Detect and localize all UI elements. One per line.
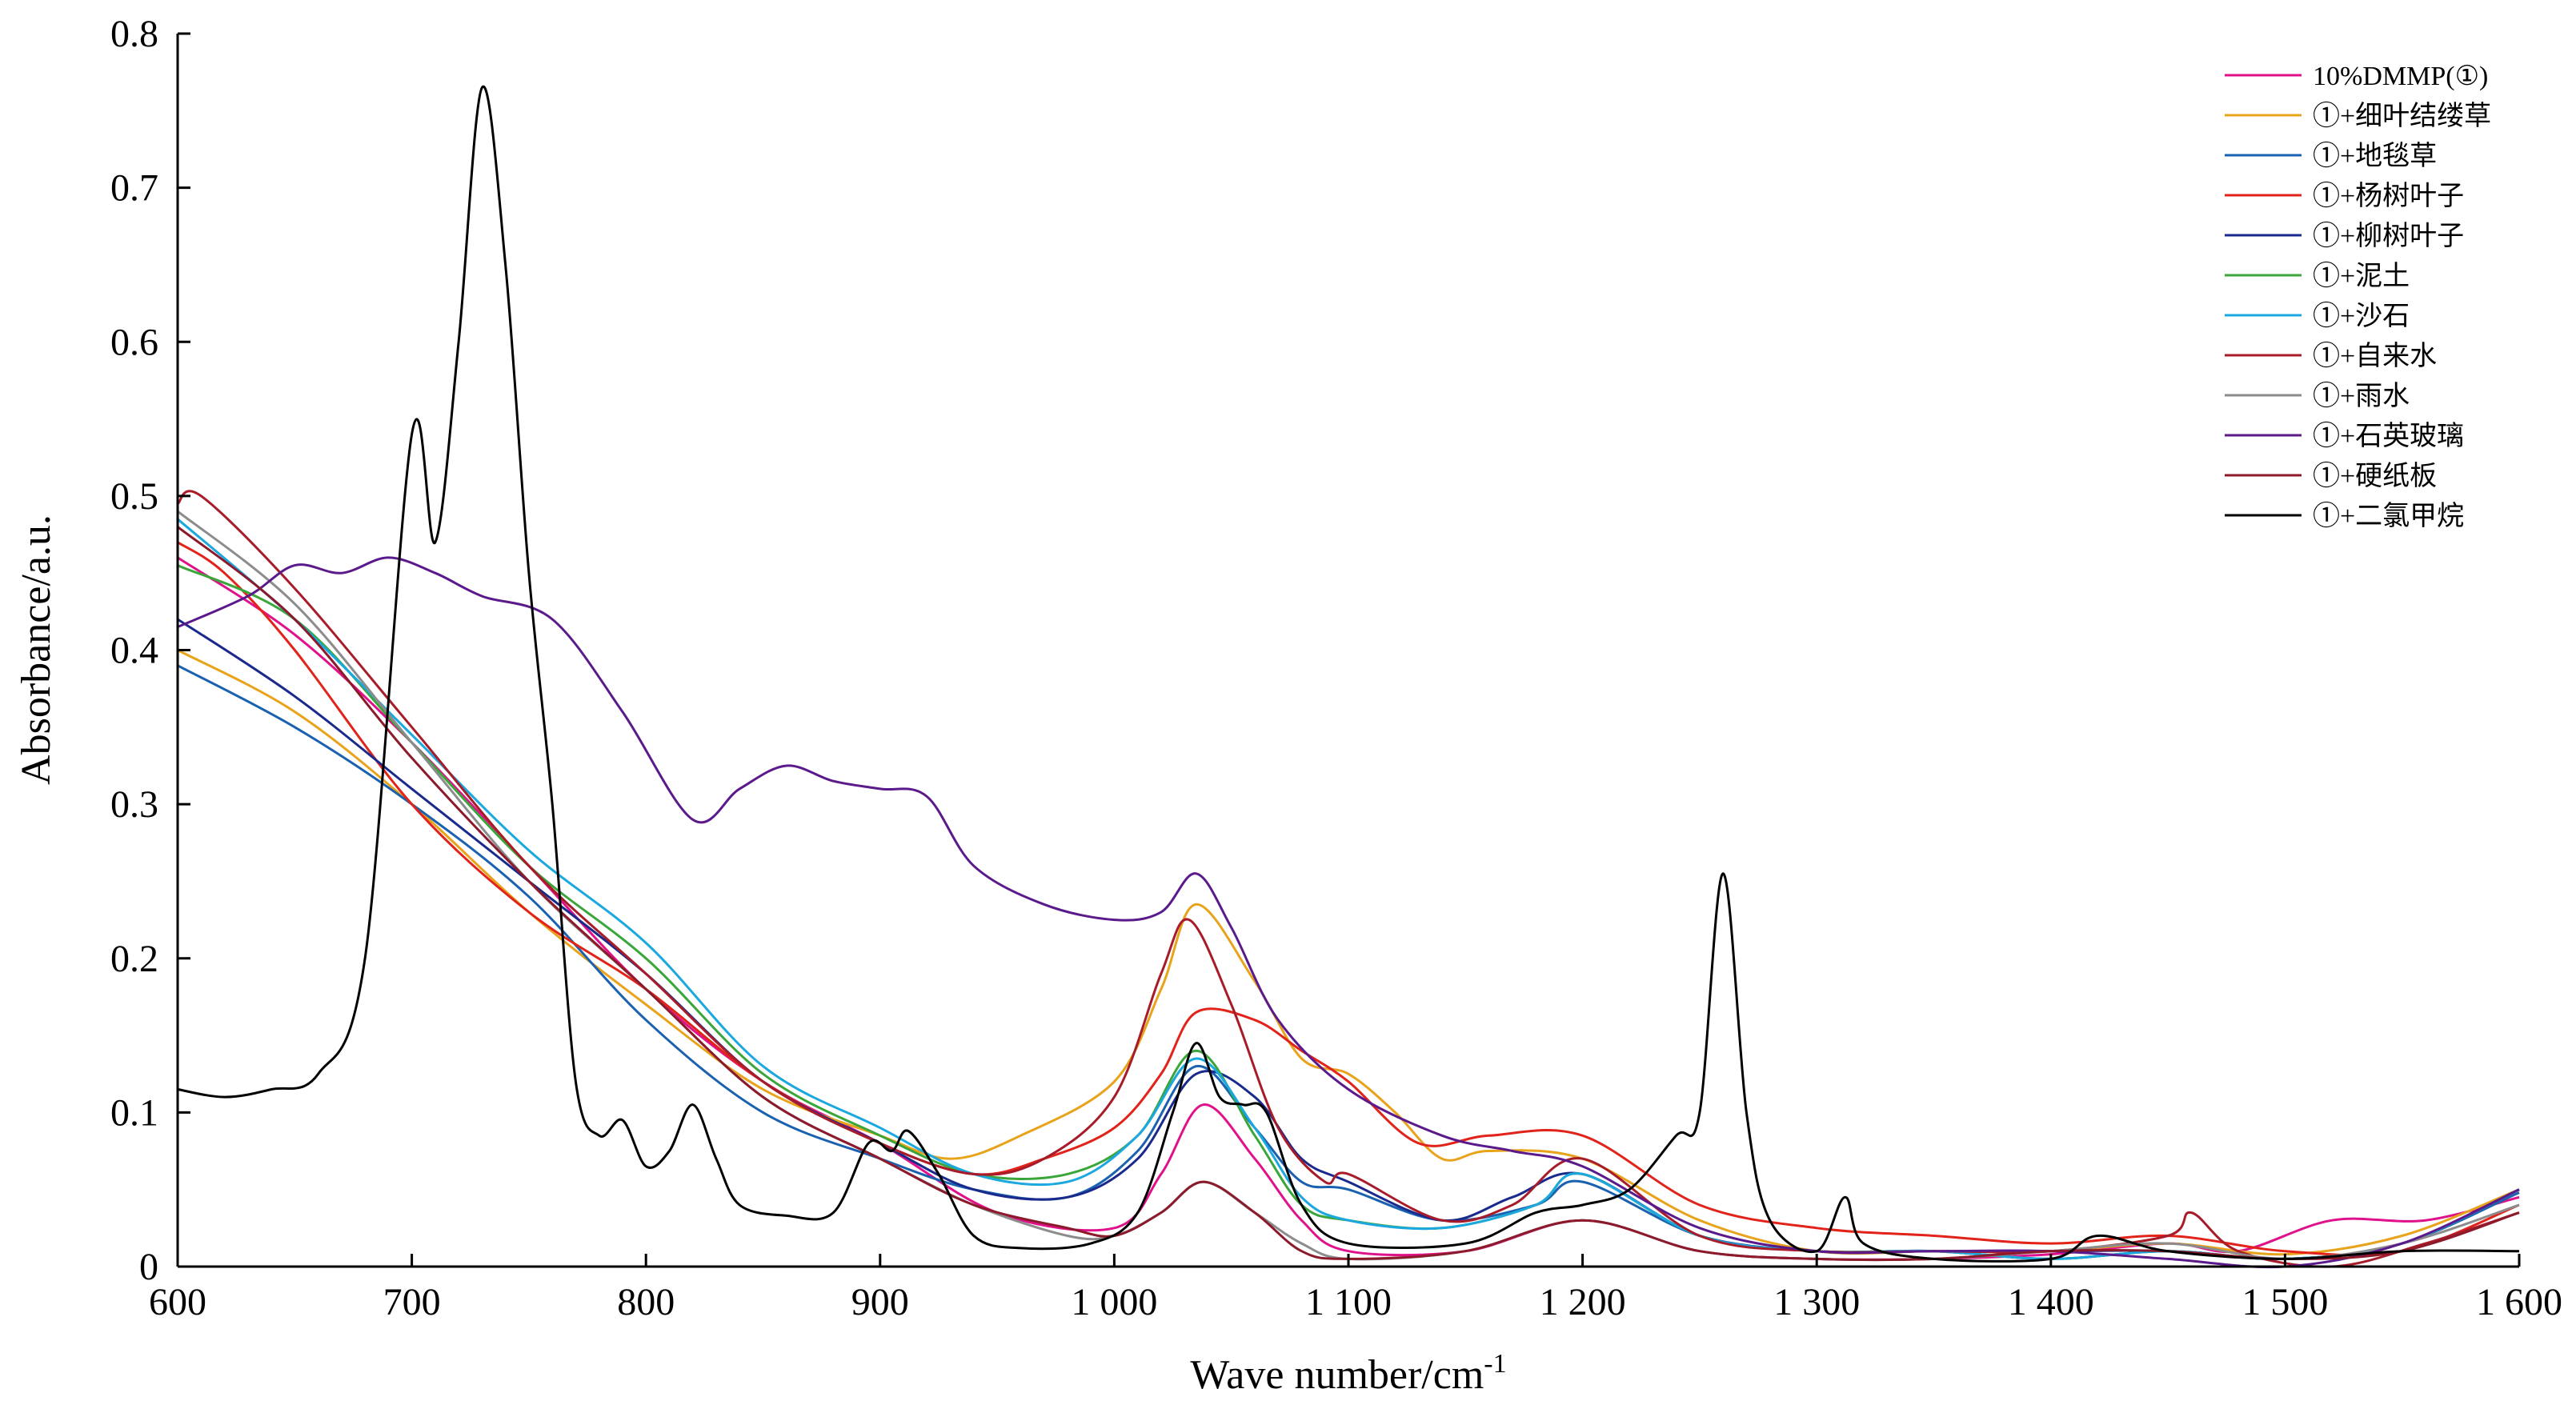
series-line-6 [177, 518, 2520, 1261]
x-axis-title-superscript: -1 [1484, 1349, 1506, 1379]
series-line-9 [177, 556, 2520, 1269]
y-tick-label: 0.6 [110, 321, 158, 363]
x-tick-label: 1 300 [1773, 1281, 1860, 1323]
legend-label: ①+石英玻璃 [2313, 421, 2464, 451]
x-axis-title: Wave number/cm-1 [1190, 1349, 1506, 1398]
x-tick-label: 700 [383, 1281, 441, 1323]
series-line-1 [177, 649, 2520, 1256]
x-tick-label: 800 [617, 1281, 675, 1323]
y-tick-label: 0.8 [110, 13, 158, 55]
y-tick-label: 0.2 [110, 938, 158, 980]
legend-label: ①+杨树叶子 [2313, 181, 2464, 211]
y-tick-label: 0.7 [110, 167, 158, 210]
plot-lines [176, 85, 2520, 1269]
series-line-0 [177, 556, 2520, 1261]
legend: 10%DMMP(①) ①+细叶结缕草 ①+地毯草 ①+杨树叶子 ①+柳树叶子 ①+泥土 ①+… [2225, 62, 2491, 531]
legend-label: ①+柳树叶子 [2313, 221, 2464, 251]
x-tick-label: 600 [149, 1281, 206, 1323]
legend-label: ①+自来水 [2313, 341, 2437, 371]
y-axis-title: Absorbance/a.u. [14, 514, 59, 785]
y-tick-label: 0.3 [110, 783, 158, 826]
x-tick-label: 1 100 [1305, 1281, 1392, 1323]
y-tick-label: 0.1 [110, 1091, 158, 1134]
series-line-3 [177, 541, 2520, 1257]
y-ticks: 0 0.1 0.2 0.3 0.4 0.5 0.6 0.7 0.8 [110, 13, 190, 1288]
series-line-4 [177, 618, 2520, 1261]
x-tick-label: 1 400 [2008, 1281, 2094, 1323]
legend-label: ①+沙石 [2313, 301, 2410, 331]
y-tick-label: 0.5 [110, 475, 158, 518]
series-line-11 [177, 85, 2520, 1263]
series-line-7 [176, 490, 2520, 1268]
x-tick-label: 1 000 [1071, 1281, 1157, 1323]
legend-label: ①+二氯甲烷 [2313, 501, 2464, 531]
x-axis-title-text: Wave number/cm [1190, 1352, 1484, 1398]
x-tick-label: 1 600 [2476, 1281, 2562, 1323]
legend-label: ①+雨水 [2313, 381, 2410, 411]
legend-label: ①+硬纸板 [2313, 461, 2437, 491]
series-line-2 [177, 664, 2520, 1261]
x-tick-label: 1 500 [2241, 1281, 2328, 1323]
legend-label: ①+地毯草 [2313, 141, 2437, 171]
legend-label: 10%DMMP(①) [2313, 62, 2488, 91]
series-line-8 [177, 510, 2520, 1262]
x-ticks: 600 700 800 900 1 000 1 100 1 200 1 300 1 400 1 5… [149, 1254, 2562, 1323]
legend-label: ①+细叶结缕草 [2313, 101, 2491, 131]
x-tick-label: 1 200 [1540, 1281, 1626, 1323]
y-tick-label: 0.4 [110, 630, 158, 672]
x-tick-label: 900 [851, 1281, 909, 1323]
legend-label: ①+泥土 [2313, 261, 2410, 291]
series-line-10 [177, 526, 2520, 1262]
y-tick-label: 0 [139, 1246, 158, 1288]
